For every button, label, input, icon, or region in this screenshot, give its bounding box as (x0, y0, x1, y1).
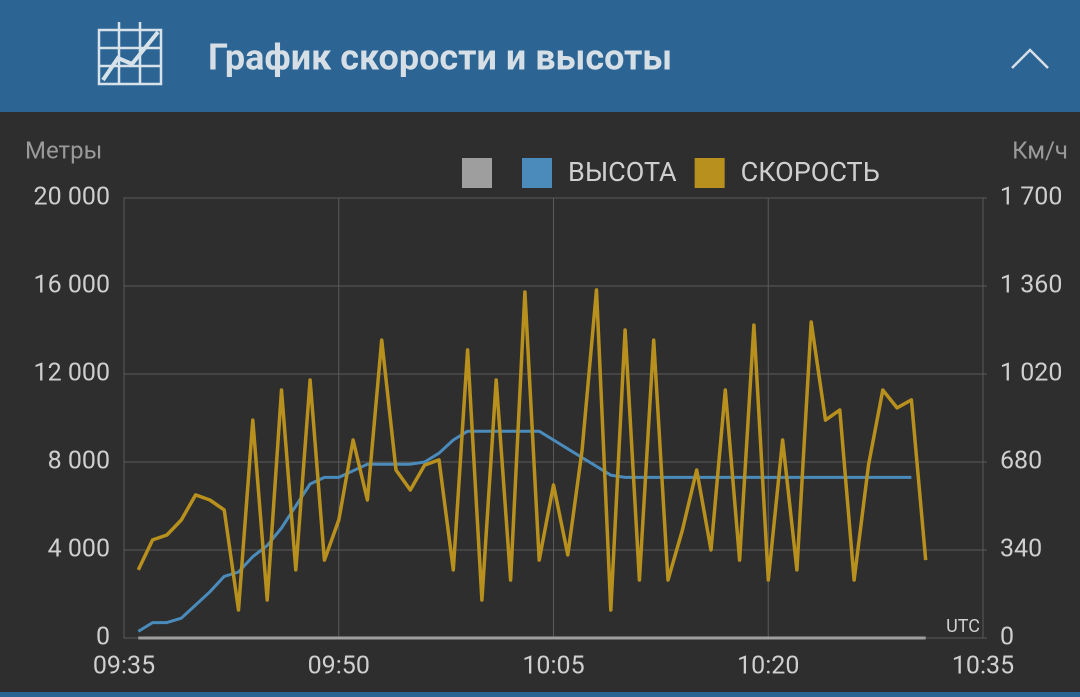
series-line (136, 288, 928, 612)
x-tick-label: 10:20 (737, 652, 799, 681)
y-tick-label: 16 000 (34, 271, 110, 300)
legend-swatch (462, 158, 492, 188)
y-axis-label: Метры (25, 136, 102, 164)
y2-tick-label: 1 360 (1000, 271, 1062, 300)
y2-tick-label: 680 (1000, 447, 1042, 476)
legend-label: ВЫСОТА (568, 156, 677, 188)
x-tick-label: 09:35 (93, 652, 155, 681)
series-line (137, 429, 912, 633)
y-tick-label: 20 000 (34, 183, 110, 212)
y-tick-label: 12 000 (34, 359, 110, 388)
chart-icon (97, 22, 163, 86)
legend-swatch (694, 158, 725, 188)
legend-label: СКОРОСТЬ (741, 156, 880, 188)
y-tick-label: 8 000 (48, 447, 110, 476)
y-tick-label: 4 000 (48, 535, 110, 564)
header-bar (0, 0, 1080, 112)
y2-tick-label: 0 (1000, 623, 1014, 652)
y-tick-label: 0 (96, 623, 110, 652)
header-title: График скорости и высоты (208, 37, 672, 79)
x-tick-label: 10:35 (952, 652, 1014, 681)
bottom-bar (0, 692, 1080, 697)
y2-tick-label: 1 700 (1000, 183, 1062, 212)
y2-tick-label: 340 (1000, 535, 1042, 564)
y2-tick-label: 1 020 (1000, 359, 1062, 388)
y2-axis-label: Км/ч (1012, 136, 1068, 164)
chart: Метры Км/ч UTC 0 4 000 8 000 12 000 16 000 20… (25, 136, 1068, 680)
x-axis-label: UTC (946, 616, 980, 637)
x-tick-label: 09:50 (308, 652, 370, 681)
collapse-button[interactable] (1011, 48, 1049, 69)
legend-swatch (522, 158, 552, 188)
x-tick-label: 10:05 (522, 652, 584, 681)
